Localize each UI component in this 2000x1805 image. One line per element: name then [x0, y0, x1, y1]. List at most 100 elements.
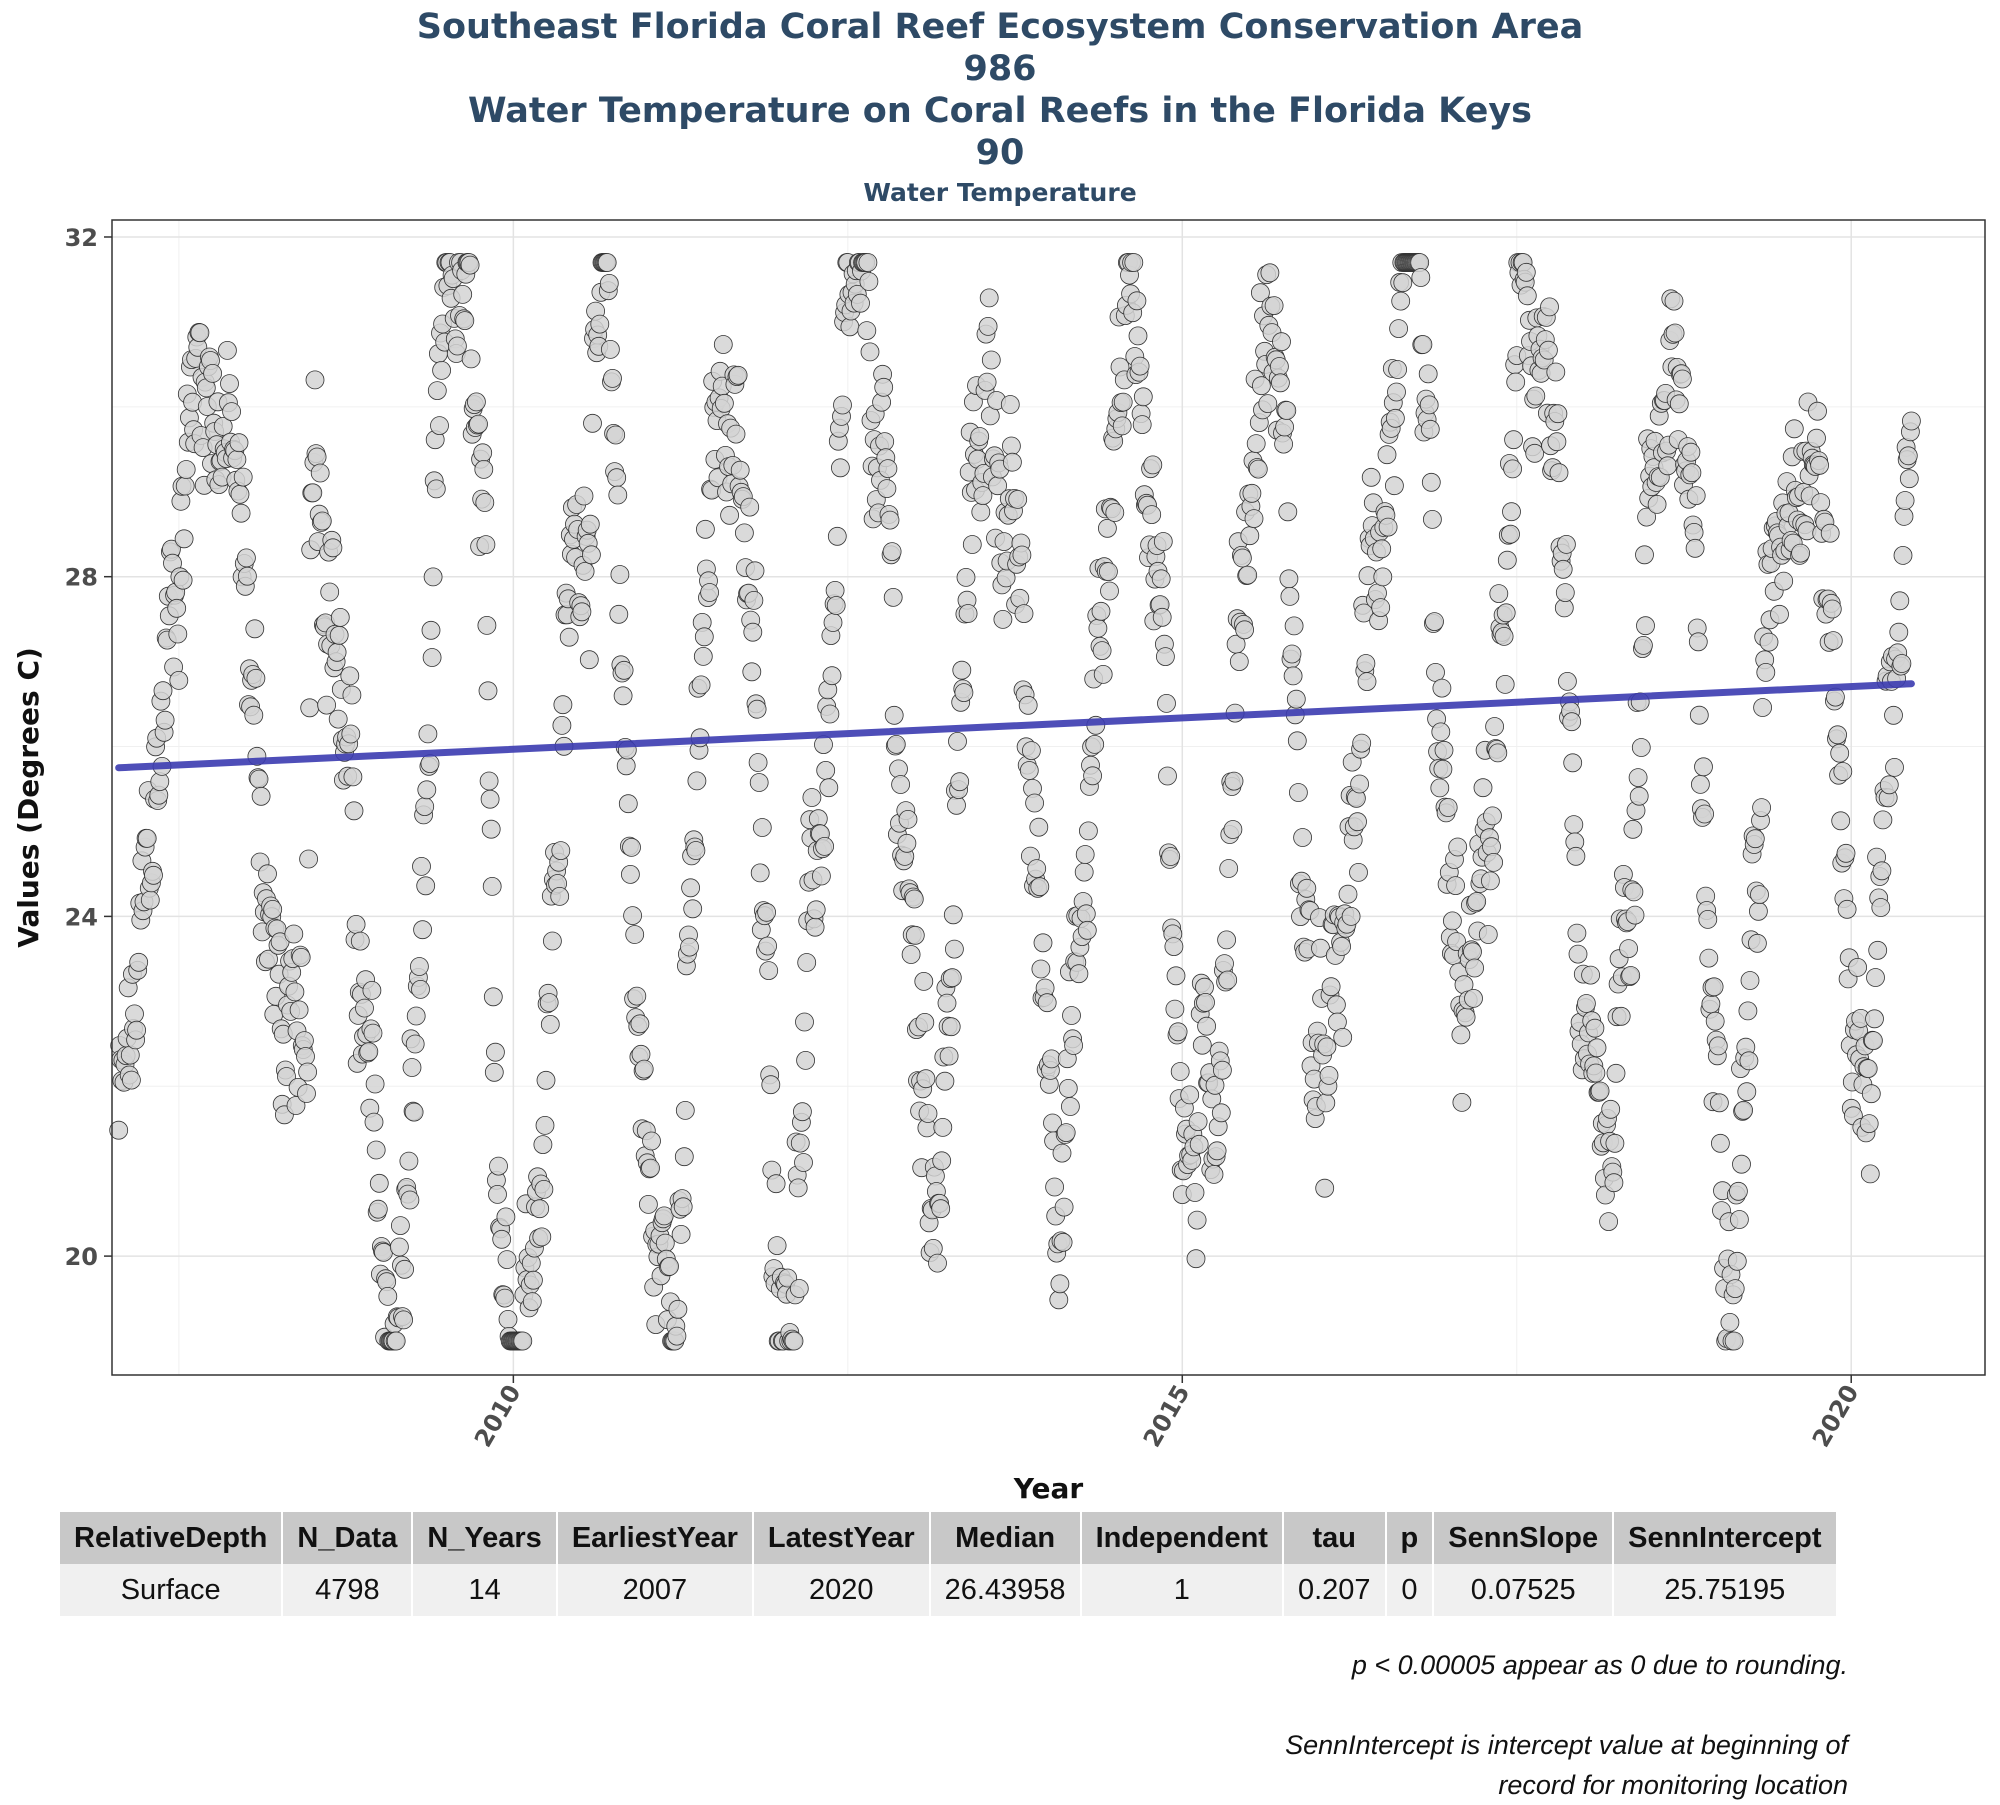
y-axis-label: Values (Degrees C) — [12, 647, 45, 948]
plot-frame — [111, 219, 1986, 1376]
data-point — [1691, 775, 1710, 794]
data-point — [402, 1058, 422, 1077]
data-point — [874, 377, 894, 397]
data-point — [947, 795, 966, 815]
data-point — [1752, 798, 1771, 817]
data-point — [979, 288, 999, 308]
data-point — [1689, 705, 1709, 725]
data-point — [1042, 1049, 1061, 1069]
data-point — [1822, 599, 1842, 619]
data-point — [1858, 1059, 1878, 1078]
data-point — [168, 624, 188, 644]
data-point — [340, 666, 360, 686]
data-point — [498, 1310, 518, 1329]
data-point — [1008, 489, 1028, 509]
data-point — [607, 468, 627, 488]
data-point — [757, 902, 776, 922]
data-point — [1393, 273, 1413, 293]
data-point — [236, 548, 256, 568]
data-point — [1196, 993, 1215, 1012]
data-point — [822, 666, 842, 686]
data-point — [1525, 443, 1545, 463]
data-point — [1224, 771, 1244, 791]
data-point — [1421, 472, 1441, 492]
data-point — [1587, 1038, 1607, 1058]
data-point — [251, 786, 271, 806]
data-point — [726, 424, 746, 444]
data-point — [572, 602, 592, 622]
data-point — [1377, 445, 1397, 465]
data-point — [1861, 1084, 1881, 1104]
plot-area — [112, 220, 1985, 1375]
data-point — [1564, 815, 1584, 834]
data-point — [1293, 828, 1312, 847]
data-point — [1218, 970, 1238, 990]
table-row: Surface 4798 14 2007 2020 26.43958 1 0.2… — [60, 1564, 1838, 1616]
data-point — [1448, 837, 1468, 857]
data-point — [1860, 1164, 1880, 1184]
data-point — [1113, 392, 1133, 412]
data-point — [1724, 1331, 1744, 1351]
x-tick-label: 2015 — [1138, 1380, 1196, 1452]
data-point — [840, 317, 860, 337]
data-point — [898, 810, 918, 829]
data-point — [1378, 517, 1398, 537]
data-point — [532, 1227, 552, 1247]
data-point — [366, 1140, 386, 1160]
data-point — [1478, 925, 1498, 944]
data-point — [1211, 1103, 1231, 1123]
data-point — [681, 878, 700, 898]
data-point — [1496, 603, 1516, 623]
data-point — [1636, 616, 1655, 636]
data-point — [129, 952, 149, 972]
data-point — [317, 695, 337, 715]
data-point — [687, 771, 707, 791]
data-point — [1061, 1097, 1080, 1116]
table-header-cell: Independent — [1080, 1512, 1284, 1564]
data-point — [610, 565, 630, 584]
data-point — [213, 416, 233, 436]
data-point — [748, 753, 768, 772]
data-point — [460, 255, 480, 275]
data-point — [1892, 654, 1912, 673]
y-tick-label: 32 — [65, 224, 98, 252]
data-point — [945, 939, 964, 959]
data-point — [1185, 1183, 1205, 1202]
data-point — [1361, 467, 1381, 487]
data-point — [1495, 675, 1515, 694]
data-point — [1730, 1210, 1749, 1229]
data-point — [476, 535, 496, 554]
stats-table: RelativeDepth N_Data N_Years EarliestYea… — [60, 1512, 1838, 1616]
data-point — [327, 642, 347, 662]
table-cell: 14 — [412, 1564, 558, 1616]
data-point — [1748, 933, 1767, 953]
rounding-note: p < 0.00005 appear as 0 due to rounding. — [1351, 1650, 1848, 1680]
data-point — [1745, 829, 1765, 849]
data-point — [300, 698, 320, 718]
data-point — [1354, 603, 1374, 623]
data-point — [1274, 434, 1293, 454]
data-point — [816, 761, 836, 780]
data-point — [1451, 1025, 1471, 1045]
data-point — [1902, 411, 1921, 431]
data-point — [127, 1020, 147, 1040]
data-point — [766, 1174, 786, 1194]
data-point — [513, 1331, 533, 1351]
data-point — [642, 1131, 661, 1151]
data-point — [858, 253, 878, 272]
table-cell: 4798 — [282, 1564, 414, 1616]
table-header-cell: LatestYear — [752, 1512, 931, 1564]
data-point — [1030, 877, 1050, 897]
data-point — [174, 529, 194, 549]
data-point — [1327, 995, 1346, 1015]
data-point — [1037, 993, 1057, 1013]
data-point — [495, 1288, 515, 1308]
data-point — [540, 1015, 560, 1034]
data-point — [1280, 587, 1300, 606]
data-point — [1452, 1093, 1472, 1112]
data-point — [427, 381, 447, 401]
data-point — [522, 1292, 542, 1311]
data-point — [1725, 1279, 1745, 1298]
data-point — [400, 1190, 420, 1210]
data-point — [1054, 1197, 1074, 1217]
